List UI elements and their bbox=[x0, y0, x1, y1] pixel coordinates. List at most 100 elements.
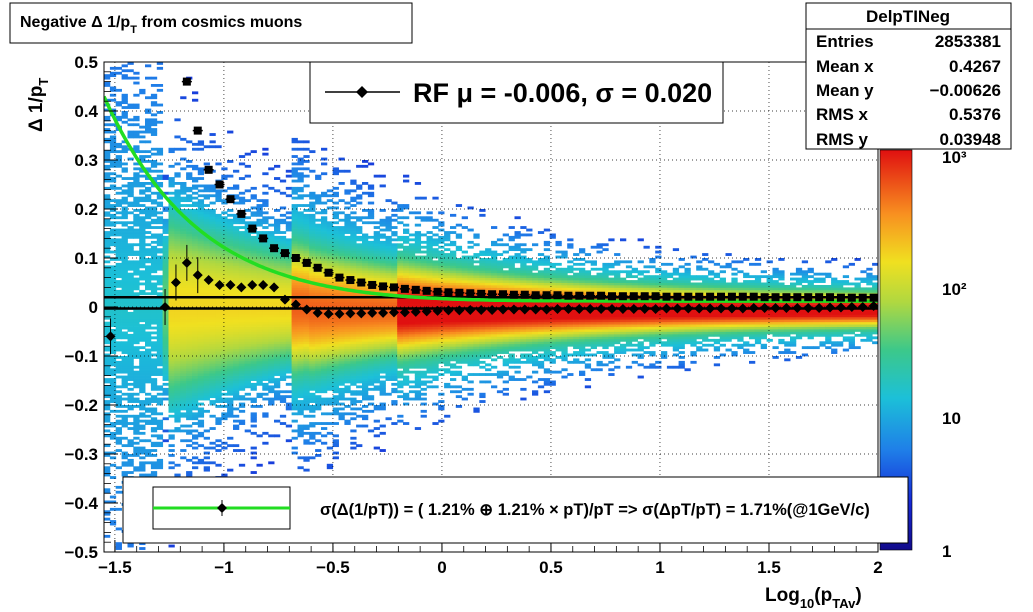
mean-point bbox=[465, 304, 476, 315]
mean-point bbox=[312, 307, 323, 318]
chart-title: Negative Δ 1/pT from cosmics muons bbox=[20, 14, 302, 36]
mean-point bbox=[748, 302, 759, 313]
mean-point bbox=[508, 304, 519, 315]
fit-curve bbox=[104, 95, 878, 303]
rms-point bbox=[477, 289, 486, 298]
mean-point bbox=[661, 303, 672, 314]
rms-point bbox=[509, 290, 518, 299]
mean-point bbox=[334, 308, 345, 319]
rms-point bbox=[411, 285, 420, 294]
mean-point bbox=[388, 307, 399, 318]
mean-point bbox=[258, 279, 269, 290]
colorbar-label-1000: 10³ bbox=[942, 148, 967, 167]
rms-point bbox=[815, 293, 824, 302]
rms-point bbox=[727, 292, 736, 301]
mean-point bbox=[596, 303, 607, 314]
mean-point bbox=[181, 257, 192, 268]
mean-point bbox=[378, 307, 389, 318]
rms-point bbox=[553, 291, 562, 300]
mean-point bbox=[868, 301, 879, 312]
mean-point bbox=[290, 299, 301, 310]
rms-point bbox=[488, 290, 497, 299]
colorbar-label-1: 1 bbox=[942, 542, 951, 561]
colorbar-label-100: 10² bbox=[942, 280, 967, 299]
stats-value-meanx: 0.4267 bbox=[949, 57, 1001, 76]
y-tick-label: 0 bbox=[89, 298, 98, 317]
y-tick-label: 0.3 bbox=[74, 151, 98, 170]
rms-point bbox=[575, 291, 584, 300]
rms-point bbox=[280, 249, 289, 258]
rms-point bbox=[662, 292, 671, 301]
x-axis-title: Log10(pTAv) bbox=[765, 585, 862, 611]
mean-point bbox=[825, 302, 836, 313]
mean-point bbox=[781, 302, 792, 313]
mean-point bbox=[726, 303, 737, 314]
rms-point bbox=[836, 293, 845, 302]
mean-point bbox=[857, 302, 868, 312]
rms-point bbox=[182, 77, 191, 86]
stats-label-entries: Entries bbox=[816, 32, 874, 51]
mean-point bbox=[269, 282, 280, 293]
rms-point bbox=[695, 292, 704, 301]
mean-point bbox=[541, 304, 552, 315]
mean-point bbox=[792, 302, 803, 313]
x-tick-label: −1.5 bbox=[98, 558, 132, 577]
mean-point bbox=[225, 279, 236, 290]
rms-point bbox=[237, 209, 246, 218]
stats-value-entries: 2853381 bbox=[935, 32, 1001, 51]
rms-point bbox=[422, 286, 431, 295]
rms-point bbox=[586, 291, 595, 300]
mean-point bbox=[716, 303, 727, 314]
stats-value-meany: −0.00626 bbox=[930, 81, 1001, 100]
mean-point bbox=[203, 275, 214, 286]
mean-point bbox=[170, 277, 181, 288]
y-tick-label: 0.5 bbox=[74, 53, 98, 72]
mean-point bbox=[814, 302, 825, 313]
title-box bbox=[9, 2, 413, 44]
y-tick-label: 0.2 bbox=[74, 200, 98, 219]
stats-name: DelpTINeg bbox=[866, 7, 950, 26]
mean-point bbox=[650, 303, 661, 314]
stats-label-rmsy: RMS y bbox=[816, 130, 869, 149]
mean-point bbox=[683, 303, 694, 314]
mean-point bbox=[279, 294, 290, 305]
legend-top: RF μ = -0.006, σ = 0.020 bbox=[309, 61, 724, 124]
rms-point bbox=[520, 290, 529, 299]
mean-point bbox=[367, 307, 378, 318]
y-tick-label: −0.2 bbox=[64, 396, 98, 415]
mean-point bbox=[694, 303, 705, 314]
mean-point bbox=[454, 305, 465, 316]
rms-point bbox=[444, 288, 453, 297]
rms-point bbox=[640, 292, 649, 301]
rms-point bbox=[389, 283, 398, 292]
rms-point bbox=[291, 254, 300, 262]
rms-point bbox=[379, 282, 388, 291]
x-tick-label: 0 bbox=[437, 558, 446, 577]
mean-point bbox=[552, 303, 563, 314]
rms-point bbox=[564, 291, 573, 300]
rms-point bbox=[455, 288, 464, 297]
rms-point bbox=[542, 291, 551, 300]
rms-point bbox=[313, 263, 322, 272]
rms-point bbox=[368, 280, 377, 289]
rms-point bbox=[629, 292, 638, 301]
rms-point bbox=[706, 292, 715, 301]
rms-point bbox=[793, 293, 802, 302]
mean-point bbox=[803, 302, 814, 313]
mean-point bbox=[192, 270, 203, 281]
mean-point bbox=[737, 303, 748, 314]
mean-point bbox=[563, 303, 574, 314]
rms-point bbox=[204, 165, 213, 174]
rms-point bbox=[782, 293, 791, 302]
rms-point bbox=[749, 292, 758, 301]
y-tick-label: −0.1 bbox=[64, 347, 98, 366]
legend-marker-diamond bbox=[356, 86, 368, 98]
rms-point bbox=[858, 293, 867, 302]
mean-point bbox=[356, 308, 367, 319]
mean-markers bbox=[105, 244, 879, 355]
rms-point bbox=[738, 292, 747, 301]
rms-point bbox=[673, 292, 682, 301]
axes: −1.5 −1 −0.5 0 0.5 1 1.5 2 −0.5 −0.4 −0.3 −0.2 −0.1 0… bbox=[64, 53, 882, 577]
rms-point bbox=[215, 180, 224, 189]
